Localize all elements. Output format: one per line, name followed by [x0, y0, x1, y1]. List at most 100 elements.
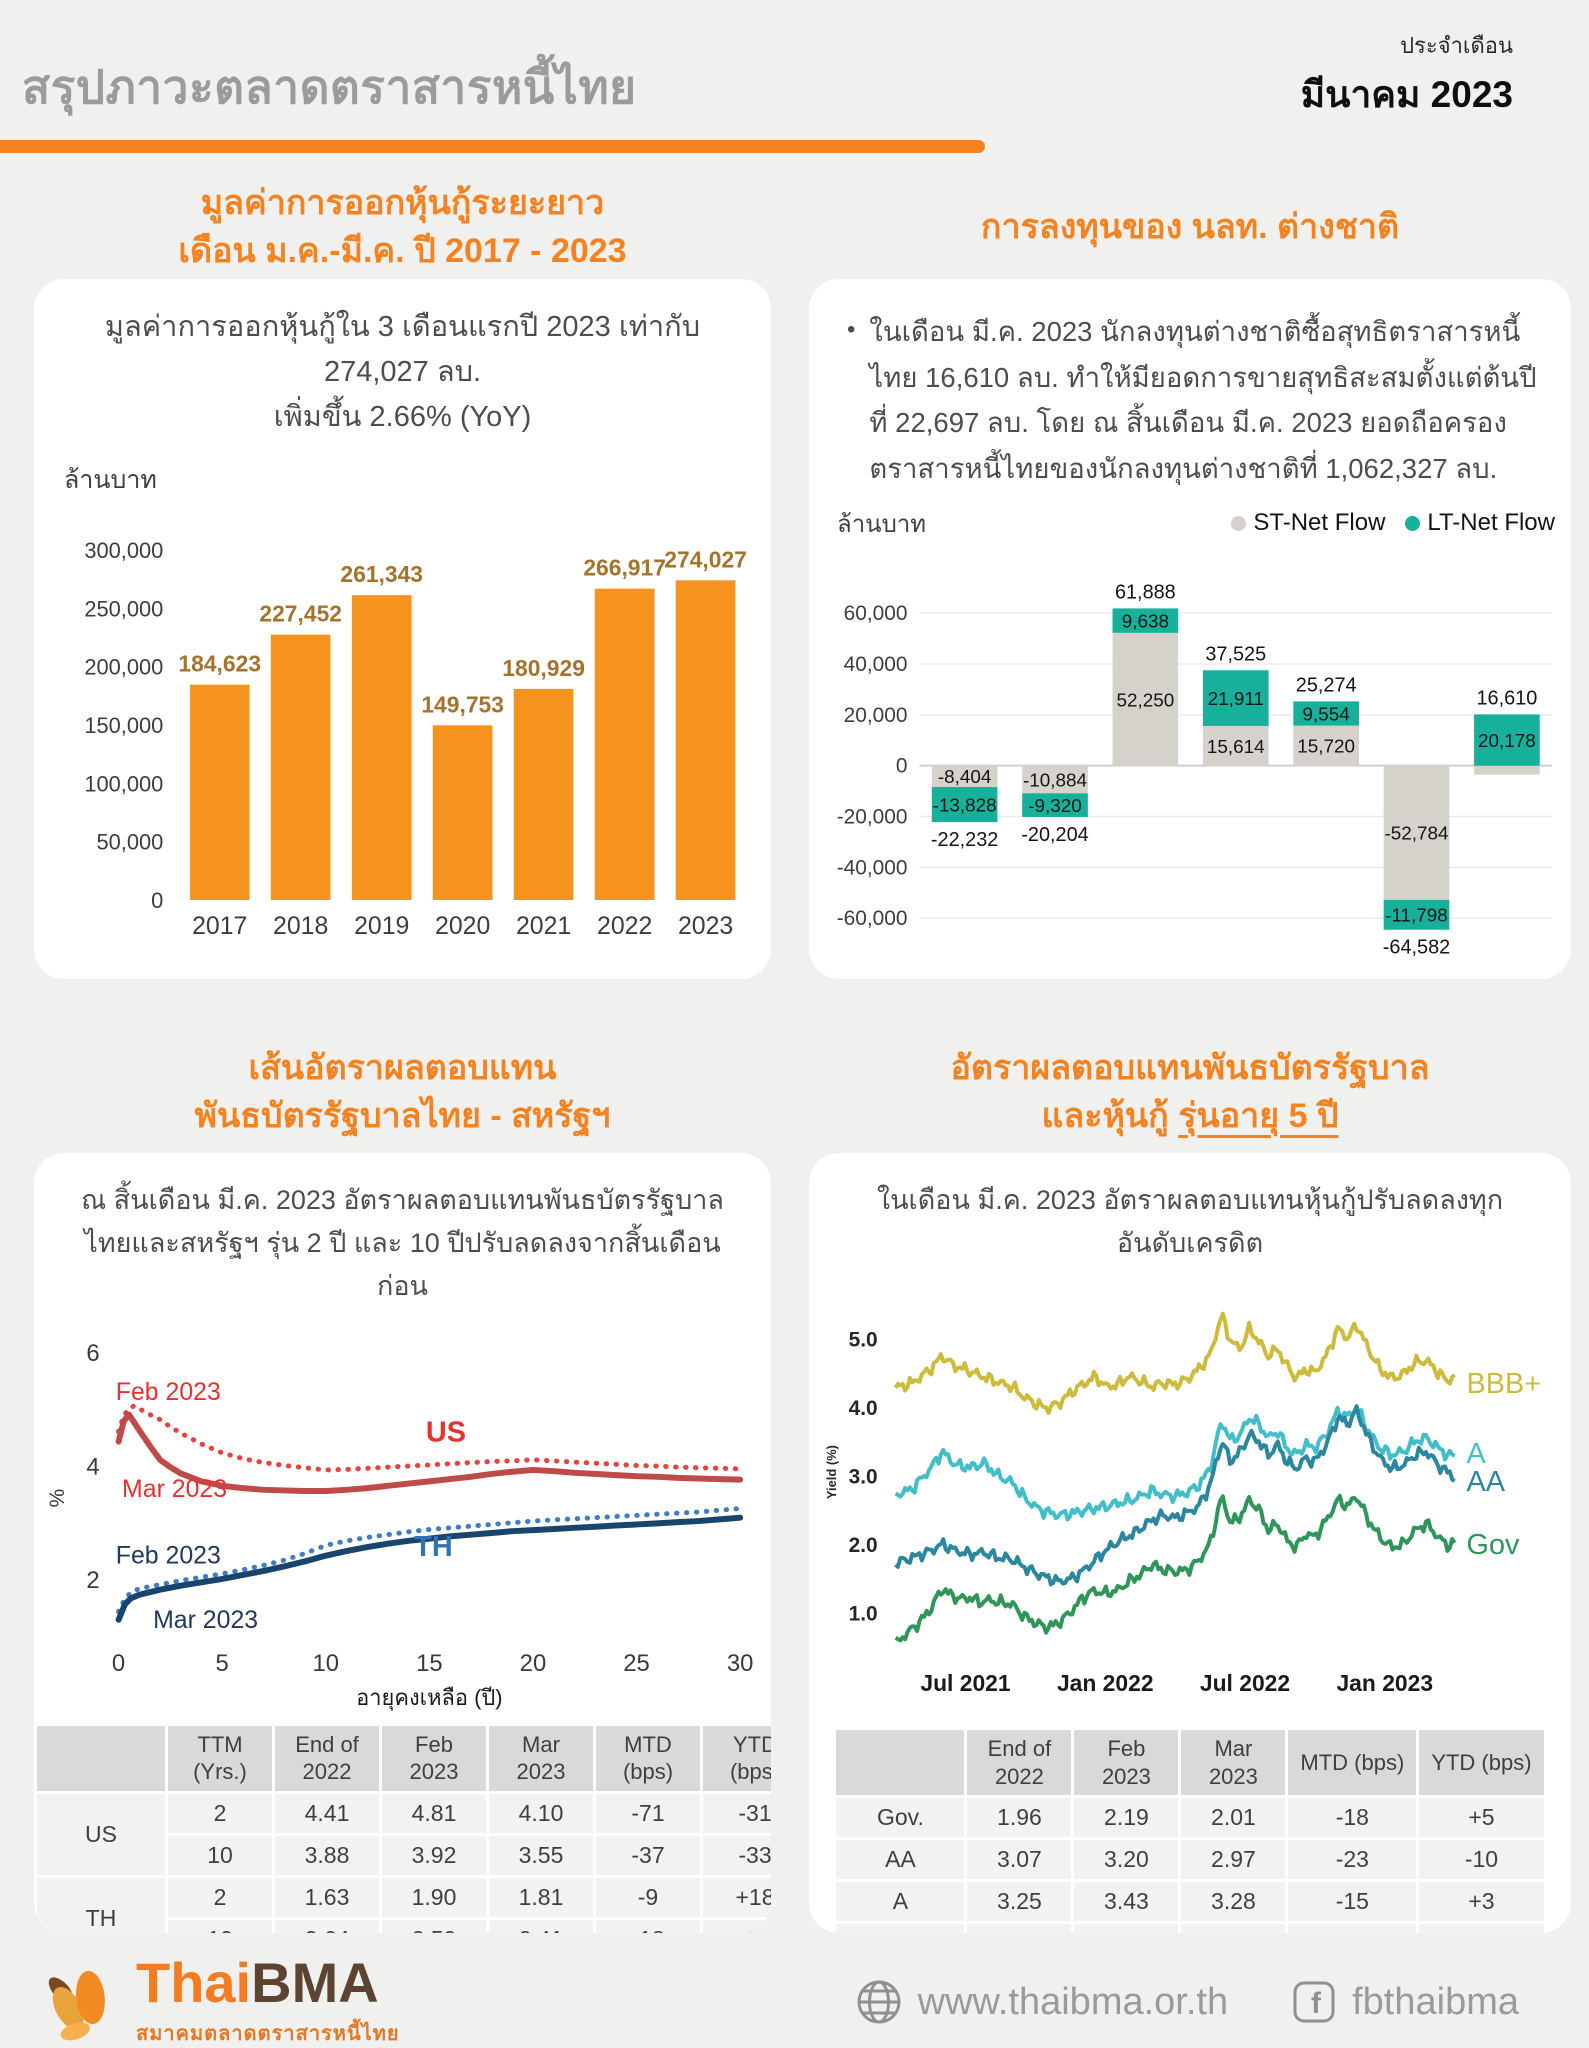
svg-text:5.0: 5.0: [849, 1329, 878, 1352]
svg-text:-40,000: -40,000: [837, 856, 908, 879]
facebook-link[interactable]: f fbthaibma: [1292, 1980, 1519, 2024]
svg-text:261,343: 261,343: [340, 561, 423, 587]
svg-text:21,911: 21,911: [1208, 689, 1264, 710]
table-cell: 4.10: [489, 1793, 593, 1833]
svg-text:Jul 2022: Jul 2022: [1200, 1670, 1290, 1696]
section-titles-row-2: เส้นอัตราผลตอบแทน พันธบัตรรัฐบาลไทย - สห…: [0, 1031, 1589, 1153]
gov-curve-table: TTM (Yrs.) End of 2022 Feb 2023 Mar 2023 MTD…: [34, 1723, 771, 1933]
svg-text:37,525: 37,525: [1205, 643, 1266, 665]
svg-text:60,000: 60,000: [844, 602, 908, 625]
table-row: A 3.25 3.43 3.28 -15 +3: [836, 1882, 1544, 1922]
svg-text:2020: 2020: [435, 913, 490, 940]
flows-stacked-bar-chart: 60,000 40,000 20,000 0 -20,000 -40,000 -60,000…: [837, 581, 1554, 979]
table-cell: 1.63: [275, 1877, 379, 1917]
table-cell: -18: [596, 1919, 700, 1933]
gov-curve-card: ณ สิ้นเดือน มี.ค. 2023 อัตราผลตอบแทนพันธ…: [34, 1153, 771, 1933]
svg-text:150,000: 150,000: [84, 713, 163, 738]
table-cell: 2: [168, 1877, 272, 1917]
svg-text:50,000: 50,000: [96, 829, 163, 854]
svg-text:15,720: 15,720: [1297, 736, 1355, 757]
table-header-cell: Mar 2023: [1181, 1730, 1286, 1796]
table-cell: -15: [1288, 1924, 1417, 1933]
table-cell: 3.88: [275, 1835, 379, 1875]
corp-yield-card: ในเดือน มี.ค. 2023 อัตราผลตอบแทนหุ้นกู้ป…: [809, 1153, 1571, 1933]
table-header-cell: Feb 2023: [382, 1725, 486, 1791]
svg-text:Gov: Gov: [1467, 1529, 1520, 1561]
svg-text:Jan 2022: Jan 2022: [1057, 1670, 1154, 1696]
svg-text:4: 4: [86, 1453, 99, 1480]
flows-summary: • ในเดือน มี.ค. 2023 นักลงทุนต่างชาติซื้…: [847, 309, 1541, 492]
table-header-row: TTM (Yrs.) End of 2022 Feb 2023 Mar 2023 MTD…: [37, 1725, 771, 1791]
table-cell: -31: [703, 1793, 771, 1833]
svg-text:2022: 2022: [597, 913, 652, 940]
corp-yield-section-title: อัตราผลตอบแทนพันธบัตรรัฐบาล และหุ้นกู้ ร…: [809, 1044, 1571, 1141]
svg-text:2018: 2018: [273, 913, 328, 940]
svg-text:OCT-2022: OCT-2022: [1010, 977, 1099, 979]
table-cell: 1.81: [489, 1877, 593, 1917]
table-row: BBB+4.314.604.45-15+14: [836, 1924, 1544, 1933]
svg-text:US: US: [425, 1416, 465, 1448]
table-cell: +5: [1419, 1798, 1544, 1838]
svg-text:0: 0: [896, 754, 908, 777]
svg-text:300,000: 300,000: [84, 538, 163, 563]
yield-curve-chart: 2 4 6% 0 5 10 15 20 25 30 อายุคงเหลือ (ปี) Feb 2023…: [45, 1340, 753, 1711]
corp-yield-summary: ในเดือน มี.ค. 2023 อัตราผลตอบแทนหุ้นกู้ป…: [876, 1185, 1504, 1259]
table-row: 102.642.592.41-18-23: [37, 1919, 771, 1933]
svg-text:250,000: 250,000: [84, 596, 163, 621]
table-row: Gov. 1.96 2.19 2.01 -18 +5: [836, 1798, 1544, 1838]
svg-text:2023: 2023: [677, 913, 732, 940]
svg-text:2021: 2021: [515, 913, 570, 940]
svg-text:BBB+: BBB+: [1467, 1368, 1542, 1400]
svg-text:DEC-2022: DEC-2022: [1191, 977, 1281, 979]
period-label: ประจำเดือน: [1400, 33, 1513, 58]
table-header-cell: End of 2022: [967, 1730, 1072, 1796]
svg-text:Feb 2023: Feb 2023: [115, 1541, 220, 1569]
table-cell: 2.97: [1181, 1840, 1286, 1880]
section-titles-row-1: มูลค่าการออกหุ้นกู้ระยะยาว เดือน ม.ค.-มี…: [0, 175, 1589, 279]
svg-text:-64,582: -64,582: [1383, 936, 1450, 958]
legend-item-st: ST-Net Flow: [1231, 509, 1385, 537]
svg-text:TH: TH: [414, 1531, 452, 1563]
svg-text:Jul 2021: Jul 2021: [920, 1670, 1011, 1696]
svg-text:%: %: [45, 1488, 68, 1507]
svg-text:อายุคงเหลือ (ปี): อายุคงเหลือ (ปี): [356, 1684, 502, 1710]
svg-text:MAR-2023: MAR-2023: [1461, 977, 1554, 979]
svg-text:1.0: 1.0: [849, 1603, 878, 1626]
website-link[interactable]: www.thaibma.or.th: [856, 1979, 1228, 2025]
table-row: US 2 4.41 4.81 4.10 -71 -31: [37, 1793, 771, 1875]
svg-text:A: A: [1467, 1438, 1487, 1470]
svg-text:0: 0: [151, 888, 163, 913]
svg-text:52,250: 52,250: [1116, 690, 1174, 711]
gov-curve-section-title: เส้นอัตราผลตอบแทน พันธบัตรรัฐบาลไทย - สห…: [34, 1044, 771, 1141]
cards-row-1: มูลค่าการออกหุ้นกู้ใน 3 เดือนแรกปี 2023 …: [0, 279, 1589, 979]
svg-text:200,000: 200,000: [84, 654, 163, 679]
table-header-cell: [37, 1725, 165, 1791]
flows-summary-text: ในเดือน มี.ค. 2023 นักลงทุนต่างชาติซื้อส…: [869, 316, 1537, 484]
table-cell: 3.07: [967, 1840, 1072, 1880]
svg-text:30: 30: [726, 1650, 753, 1677]
table-header-cell: Mar 2023: [489, 1725, 593, 1791]
svg-text:-8,404: -8,404: [938, 767, 992, 788]
table-cell: 4.60: [1074, 1924, 1179, 1933]
footer: ThaiBMA สมาคมตลาดตราสารหนี้ไทย www.thaib…: [0, 1933, 1589, 2048]
legend-item-lt: LT-Net Flow: [1405, 509, 1555, 537]
issuance-axis-unit: ล้านบาท: [64, 465, 157, 494]
table-cell: -71: [596, 1793, 700, 1833]
table-cell: 3.20: [1074, 1840, 1179, 1880]
svg-text:2: 2: [86, 1566, 99, 1593]
period-value: มีนาคม 2023: [1300, 74, 1513, 115]
svg-text:16,610: 16,610: [1476, 687, 1537, 709]
svg-text:-13,828: -13,828: [933, 795, 997, 816]
table-header-cell: YTD (bps): [1419, 1730, 1544, 1796]
svg-text:-9,320: -9,320: [1028, 796, 1082, 817]
table-cell: 4.31: [967, 1924, 1072, 1933]
svg-text:15: 15: [416, 1650, 443, 1677]
table-header-row: End of 2022 Feb 2023 Mar 2023 MTD (bps) YTD …: [836, 1730, 1544, 1796]
svg-text:10: 10: [312, 1650, 339, 1677]
table-header-cell: Feb 2023: [1074, 1730, 1179, 1796]
table-cell: 2: [168, 1793, 272, 1833]
table-cell: 4.45: [1181, 1924, 1286, 1933]
svg-text:-60,000: -60,000: [837, 907, 908, 930]
cards-row-2: ณ สิ้นเดือน มี.ค. 2023 อัตราผลตอบแทนพันธ…: [0, 1153, 1589, 1933]
svg-text:f: f: [1311, 1987, 1322, 2020]
